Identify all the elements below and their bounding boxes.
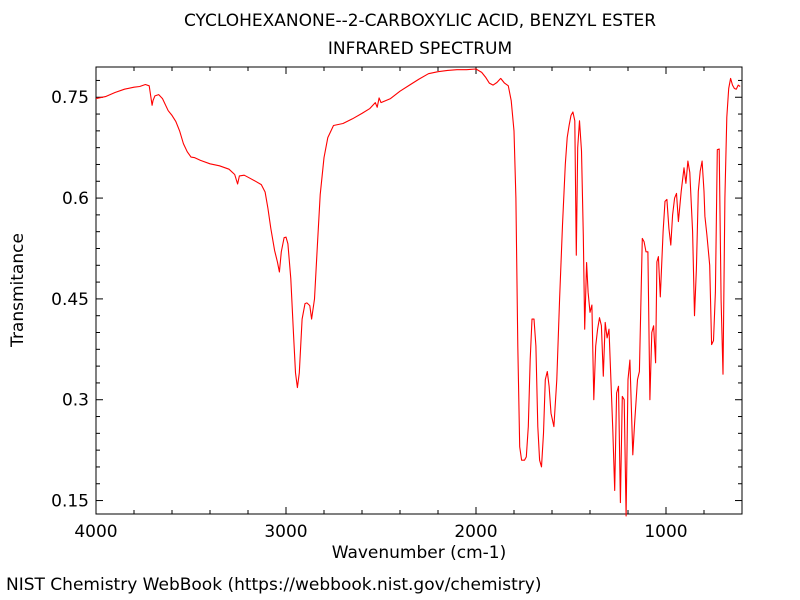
y-axis-label: Transmitance [8,233,28,347]
spectrum-line [95,68,741,517]
x-tick-label: 2000 [454,522,497,542]
chart-subtitle: INFRARED SPECTRUM [327,39,513,59]
y-tick-label: 0.15 [51,492,89,512]
plot-frame [95,66,743,515]
y-tick-label: 0.45 [51,290,89,310]
x-axis-ticks: 4000 3000 2000 1000 [74,67,743,542]
y-tick-label: 0.75 [51,88,89,108]
x-axis-label: Wavenumber (cm-1) [331,543,507,563]
x-tick-label: 4000 [74,522,117,542]
y-tick-label: 0.6 [62,189,89,209]
x-tick-label: 1000 [644,522,687,542]
y-axis-ticks: 0.15 0.3 0.45 0.6 0.75 [51,79,742,512]
spectrum-line-layer [95,68,741,517]
source-credit: NIST Chemistry WebBook (https://webbook.… [6,575,542,595]
chart-title: CYCLOHEXANONE--2-CARBOXYLIC ACID, BENZYL… [183,11,657,31]
plot-border [95,66,743,515]
x-tick-label: 3000 [264,522,307,542]
y-tick-label: 0.3 [62,391,89,411]
